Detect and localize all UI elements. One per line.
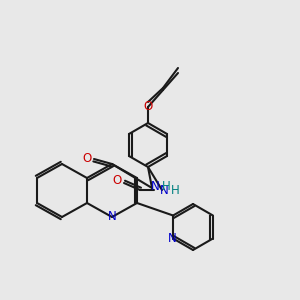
Text: H: H	[171, 184, 179, 196]
Text: O: O	[143, 100, 153, 113]
Text: O: O	[82, 152, 91, 166]
Text: N: N	[151, 179, 159, 193]
Text: N: N	[108, 211, 116, 224]
Text: N: N	[168, 232, 176, 245]
Text: H: H	[162, 179, 170, 193]
Text: N: N	[160, 184, 168, 196]
Text: O: O	[112, 175, 122, 188]
